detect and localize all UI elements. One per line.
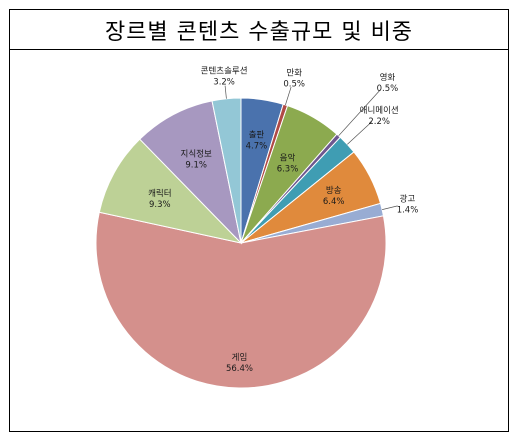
slice-label-8: 캐릭터 [148,188,171,199]
slice-value-label-4: 2.2% [368,117,390,127]
title-bar: 장르별 콘텐츠 수출규모 및 비중 [10,10,508,50]
slice-value-label-10: 3.2% [213,78,235,88]
slice-label-4: 애니메이션 [360,105,399,116]
slice-label-6: 광고 [400,194,416,205]
slice-value-label-7: 56.4% [226,364,253,374]
pie-slice-7 [95,211,387,389]
slice-label-2: 음악 [280,153,296,164]
chart-frame: 장르별 콘텐츠 수출규모 및 비중 출판 4.7% 만화 0.5% 음악 6.3% 영화 0.… [9,9,509,432]
pie-slice-8 [98,138,243,244]
slice-label-7: 게임 [232,352,248,363]
chart-title: 장르별 콘텐츠 수출규모 및 비중 [104,19,414,45]
leader-line-1 [285,86,292,106]
slice-value-label-6: 1.4% [397,206,419,216]
slice-value-label-5: 6.4% [323,197,345,207]
pie-slice-10 [211,97,242,244]
slice-value-label-3: 0.5% [377,84,399,94]
slice-label-9: 지식정보 [181,148,212,159]
pie-slice-9 [139,100,242,245]
slice-value-label-1: 0.5% [283,79,305,89]
slice-label-0: 출판 [249,130,265,141]
slice-label-5: 방송 [326,185,342,196]
slice-label-3: 영화 [380,72,396,83]
slice-value-label-9: 9.1% [185,160,207,170]
leader-line-3 [338,89,381,137]
leader-line-10 [224,85,227,99]
slice-value-label-2: 6.3% [277,165,299,175]
slice-label-10: 콘텐츠솔루션 [201,66,248,77]
slice-value-label-0: 4.7% [246,142,268,152]
leader-line-4 [347,121,373,145]
slice-value-label-8: 9.3% [149,200,171,210]
slice-label-1: 만화 [286,68,302,78]
leader-line-6 [382,205,398,210]
